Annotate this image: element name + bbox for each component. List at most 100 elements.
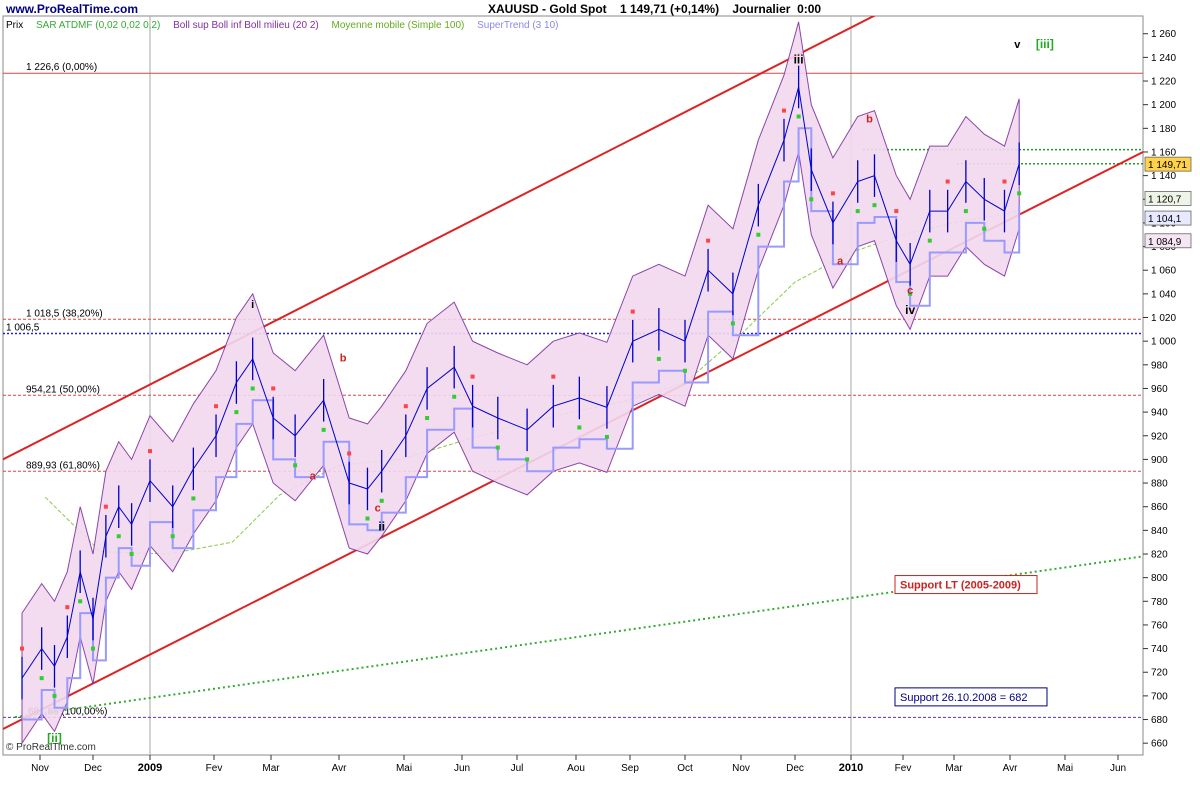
sar-dot (963, 209, 968, 214)
x-tick-label: Mai (1057, 763, 1073, 774)
wave-label: b (340, 352, 347, 364)
sar-dot (782, 108, 786, 113)
x-tick-label: Jun (1110, 763, 1126, 774)
sar-dot (730, 321, 735, 326)
x-tick-label: Nov (732, 763, 750, 774)
y-tick-label: 840 (1151, 526, 1168, 537)
value-tag-label: 1 149,71 (1148, 160, 1187, 171)
x-tick-label: Dec (786, 763, 804, 774)
sar-dot (1017, 191, 1022, 196)
sar-dot (379, 498, 384, 503)
sar-dot (425, 416, 430, 421)
sar-dot (525, 457, 530, 462)
sar-dot (1002, 179, 1007, 184)
sar-dot (148, 449, 152, 454)
value-tag (1144, 191, 1192, 206)
sar-dot (452, 394, 457, 399)
sar-dot (20, 646, 24, 651)
fib-label: 681,86 (100,00%) (28, 706, 108, 717)
support-lt-label: Support LT (2005-2009) (900, 580, 1021, 592)
sar-dot (103, 504, 108, 509)
value-tag-label: 1 120,7 (1148, 194, 1182, 205)
sar-dot (656, 356, 661, 361)
wave-label: c (907, 285, 913, 297)
site-url[interactable]: www.ProRealTime.com (6, 2, 139, 16)
support-682-box (894, 687, 1048, 707)
y-tick-label: 1 200 (1151, 100, 1176, 111)
wave-label: a (310, 471, 317, 483)
sar-dot (39, 676, 44, 681)
sar-dot (116, 534, 121, 539)
support-lt-box (894, 575, 1038, 595)
sar-dot (982, 226, 987, 231)
y-tick-label: 1 260 (1151, 29, 1176, 40)
x-tick-label: Mai (396, 763, 412, 774)
y-tick-label: 1 160 (1151, 147, 1176, 158)
sar-dots (20, 108, 1022, 698)
sar-dot (293, 463, 298, 468)
wave-label: v (1014, 39, 1021, 51)
legend-sar: SAR ATDMF (0,02 0,02 0,2) (36, 20, 161, 31)
legend-price: Prix (6, 20, 24, 31)
sar-dot (191, 496, 196, 501)
sar-dot (809, 197, 814, 202)
y-tick-label: 1 140 (1151, 171, 1176, 182)
sar-dot (347, 451, 352, 456)
y-tick-label: 1 060 (1151, 266, 1176, 277)
sar-dot (78, 599, 83, 604)
sar-dot (365, 516, 370, 521)
sar-dot (495, 445, 500, 450)
wave-label: b (866, 113, 873, 125)
wave-label: iv (905, 303, 915, 317)
sar-dot (796, 114, 801, 119)
legend-ma: Moyenne mobile (Simple 100) (331, 20, 465, 31)
y-tick-label: 1 240 (1151, 53, 1176, 64)
sar-dot (250, 386, 255, 391)
y-tick-label: 1 020 (1151, 313, 1176, 324)
y-tick-label: 740 (1151, 644, 1168, 655)
support-682-label: Support 26.10.2008 = 682 (900, 692, 1028, 704)
level-1006-label: 1 006,5 (6, 322, 40, 333)
y-tick-label: 880 (1151, 479, 1168, 490)
y-tick-label: 1 000 (1151, 337, 1176, 348)
sar-dot (630, 309, 635, 314)
y-tick-label: 1 180 (1151, 124, 1176, 135)
y-tick-label: 920 (1151, 431, 1168, 442)
footer-text: ProRealTime.com (16, 742, 96, 753)
x-tick-label: Nov (31, 763, 49, 774)
sar-dot (894, 209, 899, 214)
x-tick-label: Aou (567, 763, 585, 774)
x-tick-label: Sep (621, 763, 639, 774)
wave-label: i (251, 299, 254, 311)
y-tick-label: 900 (1151, 455, 1168, 466)
y-tick-label: 960 (1151, 384, 1168, 395)
sar-dot (604, 434, 609, 439)
value-tag-label: 1 104,1 (1148, 214, 1182, 225)
x-tick-label: Fev (206, 763, 223, 774)
sar-dot (927, 238, 932, 243)
supertrend-line (22, 127, 1021, 721)
y-tick-label: 780 (1151, 597, 1168, 608)
sar-dot (65, 605, 70, 610)
price-line (21, 86, 1020, 679)
x-tick-label: 2010 (839, 762, 863, 774)
channel-upper (3, 16, 876, 461)
wave-label: ii (378, 519, 385, 533)
sar-dot (908, 291, 913, 296)
sar-dot (214, 404, 219, 409)
sar-dot (577, 425, 582, 430)
y-tick-label: 1 040 (1151, 289, 1176, 300)
footer-copyright: © ProRealTime.com (6, 742, 96, 753)
fib-label: 954,21 (50,00%) (26, 384, 100, 395)
sar-dot (855, 209, 860, 214)
x-tick-label: Mar (262, 763, 280, 774)
sar-dot (470, 374, 475, 379)
sar-dot (872, 203, 877, 208)
sar-dot (234, 410, 239, 415)
sar-dot (756, 232, 761, 237)
fib-label: 889,93 (61,80%) (26, 460, 100, 471)
x-tick-label: Jul (511, 763, 524, 774)
indicator-legend: Prix SAR ATDMF (0,02 0,02 0,2) Boll sup … (6, 20, 568, 31)
y-tick-label: 720 (1151, 668, 1168, 679)
